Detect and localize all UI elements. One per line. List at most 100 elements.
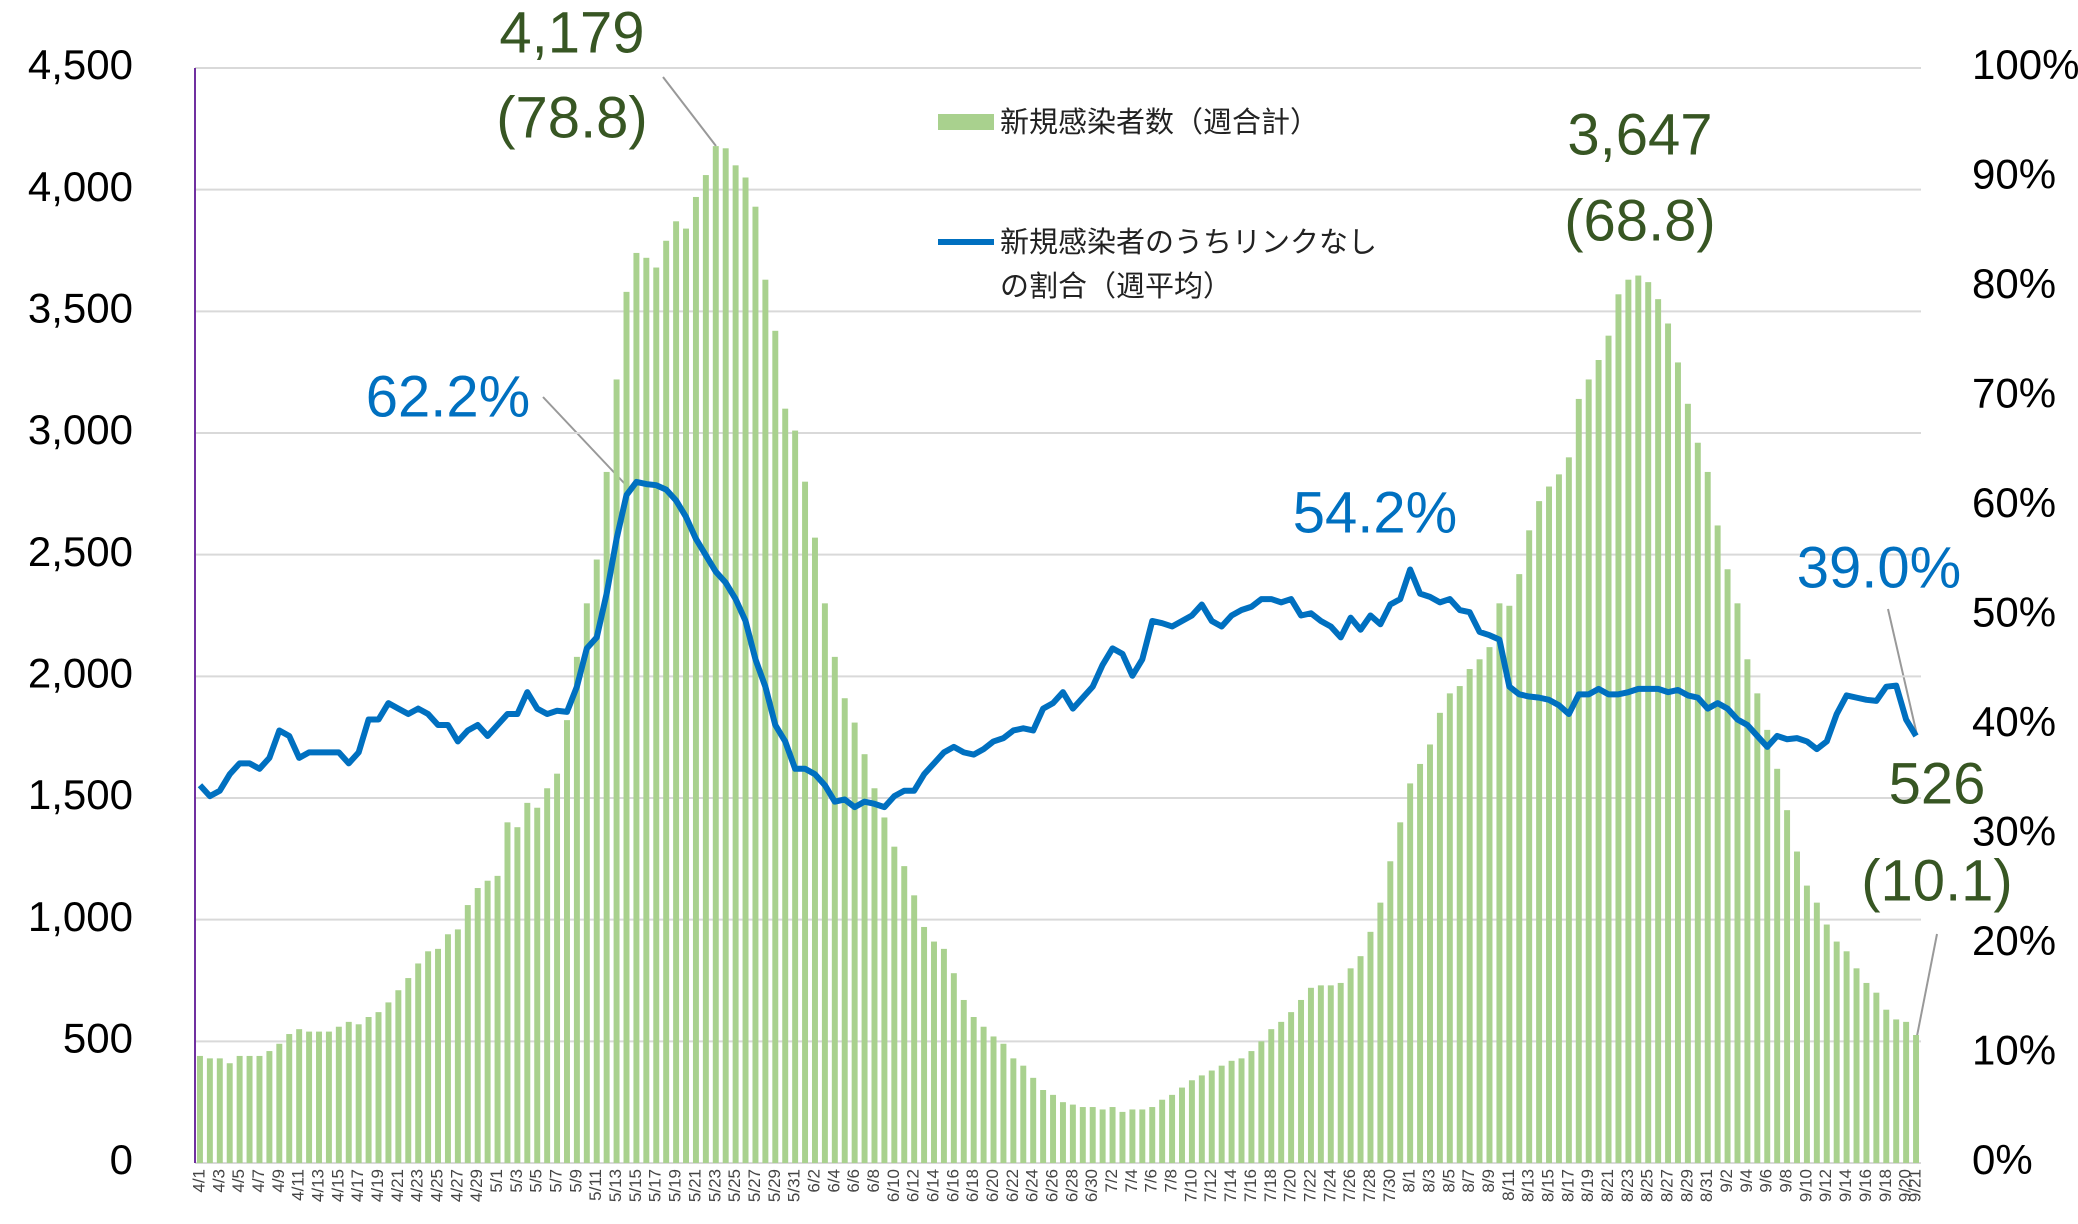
x-tick-label: 5/17 (646, 1169, 665, 1202)
bar (950, 973, 957, 1163)
bar (1228, 1060, 1235, 1163)
bar (683, 228, 689, 1164)
y-tick-label: 4,500 (28, 41, 133, 88)
y-tick-label: 500 (63, 1014, 133, 1061)
bar (1536, 501, 1543, 1164)
bar (1674, 362, 1681, 1163)
bar (861, 754, 868, 1163)
bar (921, 926, 928, 1163)
bar (732, 165, 739, 1164)
bar (355, 1024, 362, 1163)
bar (702, 175, 709, 1164)
bar (1456, 686, 1463, 1163)
x-tick-label: 7/4 (1122, 1169, 1141, 1193)
x-tick-label: 5/15 (626, 1169, 645, 1202)
x-tick-label: 5/13 (606, 1169, 625, 1202)
bar (554, 773, 561, 1163)
bar (246, 1055, 253, 1163)
x-tick-label: 8/25 (1638, 1169, 1657, 1202)
x-tick-label: 4/25 (428, 1169, 447, 1202)
bar (306, 1031, 313, 1163)
x-tick-label: 4/1 (189, 1169, 208, 1193)
bar (573, 656, 580, 1163)
bar (1109, 1107, 1116, 1163)
x-tick-label: 4/23 (408, 1169, 427, 1202)
x-tick-label: 9/4 (1737, 1169, 1756, 1193)
bar (345, 1021, 352, 1163)
y2-tick-label: 20% (1972, 917, 2056, 964)
bar (1546, 486, 1552, 1163)
x-tick-label: 6/22 (1003, 1169, 1022, 1202)
bar (514, 827, 521, 1163)
bar (474, 888, 481, 1163)
x-tick-label: 7/16 (1241, 1169, 1260, 1202)
annotation: (78.8) (496, 85, 648, 150)
bar (1516, 574, 1523, 1163)
bar (980, 1026, 987, 1163)
bar (762, 279, 769, 1163)
bar (811, 537, 818, 1163)
x-tick-label: 4/17 (348, 1169, 367, 1202)
bar (405, 978, 412, 1163)
x-tick-label: 7/30 (1380, 1169, 1399, 1202)
bar (216, 1058, 223, 1163)
annotation: (10.1) (1861, 848, 2013, 913)
x-tick-label: 6/8 (864, 1169, 883, 1193)
bar (316, 1031, 322, 1163)
x-tick-label: 4/5 (229, 1169, 248, 1193)
bar (831, 656, 838, 1163)
x-tick-label: 5/23 (705, 1169, 724, 1202)
x-tick-label: 6/6 (844, 1169, 863, 1193)
bar (1665, 323, 1672, 1163)
bar (1734, 603, 1741, 1163)
bar (891, 846, 898, 1163)
y2-tick-label: 60% (1972, 479, 2056, 526)
bar (623, 291, 630, 1163)
bar (1010, 1058, 1017, 1163)
bar (871, 788, 878, 1163)
x-tick-label: 6/24 (1023, 1169, 1042, 1202)
bar (1645, 282, 1652, 1164)
bar (643, 257, 650, 1163)
x-tick-label: 4/19 (368, 1169, 387, 1202)
x-tick-label: 6/4 (824, 1169, 843, 1193)
bar (653, 267, 660, 1163)
y-tick-label: 2,500 (28, 528, 133, 575)
x-tick-label: 9/10 (1796, 1169, 1815, 1202)
bar (1506, 605, 1513, 1163)
bar (960, 999, 967, 1163)
bar (742, 177, 749, 1163)
bar (911, 895, 918, 1163)
bar (534, 807, 541, 1163)
x-tick-label: 6/10 (884, 1169, 903, 1202)
x-tick-label: 5/1 (487, 1169, 506, 1193)
bar (1367, 931, 1374, 1163)
x-tick-label: 5/19 (666, 1169, 685, 1202)
legend: 新規感染者数（週合計） 新規感染者のうちリンクなしの割合（週平均） (938, 105, 1377, 303)
annotation: 4,179 (499, 0, 644, 65)
bar (1288, 1012, 1295, 1163)
x-tick-label: 7/20 (1281, 1169, 1300, 1202)
bar (544, 788, 551, 1163)
y-tick-label: 0 (110, 1136, 133, 1183)
x-tick-label: 8/23 (1618, 1169, 1637, 1202)
x-tick-label: 8/21 (1598, 1169, 1617, 1202)
x-tick-label: 9/21 (1906, 1169, 1925, 1202)
x-tick-label: 6/18 (963, 1169, 982, 1202)
bar (464, 905, 471, 1163)
x-tick-label: 7/26 (1340, 1169, 1359, 1202)
bar (1823, 924, 1830, 1163)
bar (1853, 968, 1860, 1163)
bar (1873, 992, 1880, 1163)
x-tick-label: 7/10 (1181, 1169, 1200, 1202)
x-tick-label: 4/21 (388, 1169, 407, 1202)
bar (1387, 861, 1394, 1163)
x-tick-label: 7/8 (1162, 1169, 1181, 1193)
bar (524, 802, 531, 1163)
bar (335, 1026, 342, 1163)
bar (792, 430, 799, 1164)
leader-line (662, 76, 717, 147)
bar (1843, 951, 1850, 1163)
y-tick-label: 3,500 (28, 284, 133, 331)
x-tick-label: 8/29 (1677, 1169, 1696, 1202)
